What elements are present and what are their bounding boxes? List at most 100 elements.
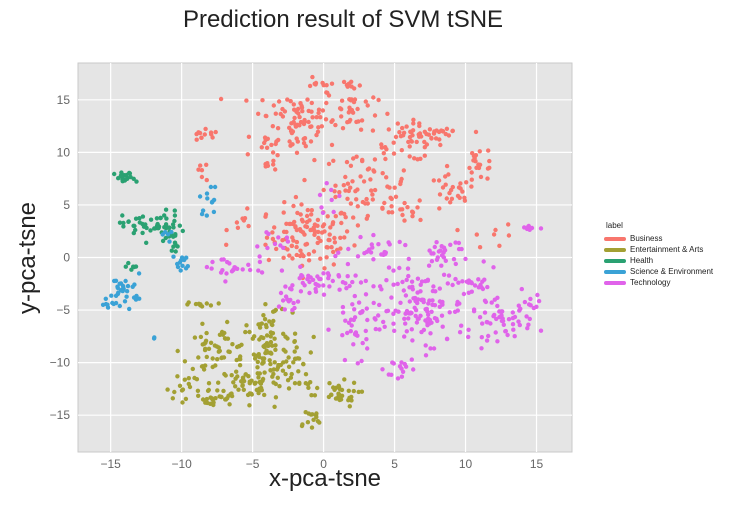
point-business: [294, 227, 300, 233]
point-technology: [371, 300, 376, 306]
point-technology: [331, 209, 336, 215]
point-technology: [398, 300, 403, 305]
point-health: [160, 238, 166, 244]
point-business: [437, 192, 443, 197]
point-business: [196, 167, 201, 172]
point-business: [434, 128, 439, 133]
point-entertainment-arts: [233, 384, 238, 389]
point-business: [370, 192, 375, 197]
point-business: [291, 203, 296, 209]
point-entertainment-arts: [190, 366, 195, 372]
point-entertainment-arts: [193, 301, 199, 307]
point-entertainment-arts: [244, 323, 249, 328]
point-business: [340, 126, 346, 131]
point-business: [293, 122, 298, 127]
point-business: [332, 189, 337, 194]
point-entertainment-arts: [198, 334, 204, 340]
point-science-environment: [127, 306, 132, 312]
point-technology: [280, 298, 286, 303]
point-business: [376, 97, 381, 103]
point-technology: [423, 343, 428, 348]
point-science-environment: [171, 254, 176, 259]
point-business: [302, 136, 308, 141]
point-business: [299, 202, 304, 207]
point-technology: [439, 301, 445, 306]
point-technology: [385, 308, 391, 313]
point-technology: [350, 279, 355, 285]
point-business: [471, 158, 476, 163]
point-business: [326, 93, 332, 98]
point-entertainment-arts: [196, 393, 201, 398]
point-science-environment: [130, 284, 135, 289]
point-technology: [298, 289, 304, 294]
point-health: [172, 218, 177, 224]
point-technology: [350, 302, 355, 307]
point-business: [324, 245, 329, 250]
point-technology: [443, 258, 448, 263]
point-technology: [376, 313, 381, 318]
point-technology: [448, 242, 453, 247]
legend-swatch: [604, 247, 626, 252]
point-business: [324, 100, 329, 106]
point-technology: [297, 276, 302, 281]
point-business: [270, 124, 275, 129]
point-entertainment-arts: [215, 357, 220, 362]
point-business: [312, 228, 317, 234]
point-business: [300, 109, 305, 114]
point-health: [163, 235, 168, 241]
point-technology: [282, 307, 287, 312]
point-business: [485, 176, 490, 181]
point-technology: [391, 268, 396, 273]
point-entertainment-arts: [271, 367, 276, 372]
point-technology: [418, 282, 423, 287]
point-business: [408, 129, 413, 134]
point-entertainment-arts: [264, 333, 270, 338]
point-business: [319, 124, 324, 129]
point-business: [275, 153, 280, 158]
point-business: [338, 235, 343, 240]
point-technology: [440, 324, 445, 329]
point-technology: [408, 310, 413, 315]
point-science-environment: [110, 300, 115, 306]
point-business: [337, 190, 342, 195]
point-science-environment: [211, 197, 217, 203]
point-business: [246, 223, 251, 229]
point-entertainment-arts: [305, 382, 311, 387]
point-technology: [466, 290, 471, 295]
point-entertainment-arts: [186, 300, 191, 305]
point-business: [329, 245, 334, 250]
point-business: [265, 136, 270, 141]
point-entertainment-arts: [261, 360, 266, 365]
point-technology: [246, 262, 251, 267]
point-business: [332, 240, 338, 245]
point-entertainment-arts: [229, 373, 234, 378]
point-business: [386, 127, 391, 132]
point-business: [270, 230, 275, 235]
point-technology: [409, 357, 414, 362]
point-entertainment-arts: [223, 397, 228, 402]
point-business: [304, 224, 310, 230]
point-technology: [466, 334, 471, 340]
point-business: [264, 235, 270, 240]
point-technology: [345, 330, 350, 336]
point-technology: [355, 254, 361, 259]
point-technology: [319, 205, 324, 210]
point-technology: [477, 315, 483, 320]
point-technology: [419, 329, 424, 335]
point-technology: [400, 369, 406, 374]
point-business: [321, 222, 327, 227]
point-business: [333, 194, 338, 200]
point-business: [306, 108, 311, 114]
point-technology: [279, 268, 285, 273]
point-science-environment: [178, 268, 183, 273]
point-technology: [337, 193, 342, 199]
point-business: [471, 153, 477, 159]
point-technology: [404, 277, 409, 283]
point-entertainment-arts: [179, 388, 185, 393]
point-entertainment-arts: [210, 356, 215, 361]
point-business: [356, 119, 361, 124]
point-technology: [358, 280, 364, 285]
point-business: [370, 197, 375, 202]
point-business: [402, 200, 407, 206]
point-business: [324, 255, 329, 260]
